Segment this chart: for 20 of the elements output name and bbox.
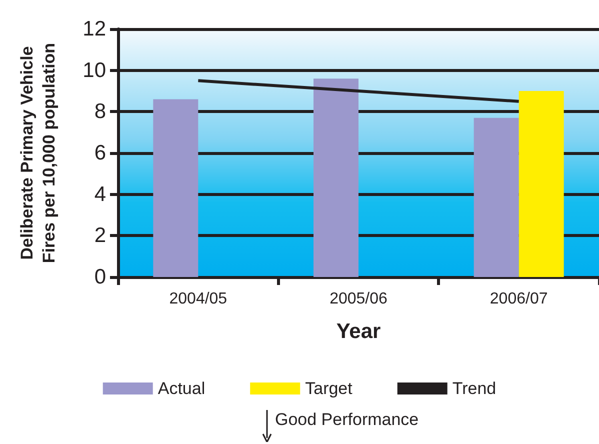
bar (518, 91, 564, 277)
x-tick-label: 2005/06 (330, 290, 388, 308)
y-tick-label: 6 (94, 142, 106, 164)
x-tick-label: 2004/05 (169, 290, 228, 308)
y-tick-label: 4 (94, 182, 106, 206)
x-tick-label: 2006/07 (490, 290, 548, 308)
bar (474, 118, 519, 277)
legend-label: Trend (452, 379, 496, 398)
y-tick-label: 10 (82, 58, 106, 82)
y-tick-label: 0 (94, 266, 106, 288)
legend-label: Target (305, 379, 353, 398)
text: Good Performance (275, 410, 419, 430)
bar (314, 78, 358, 277)
y-tick-label: 8 (94, 100, 106, 124)
y-axis-title: Deliberate Primary Vehicle Fires per 10,000 population (18, 42, 58, 264)
bar (153, 99, 198, 277)
y-tick-label: 12 (82, 18, 106, 40)
y-tick-label: 2 (94, 224, 106, 248)
legend-label: Actual (158, 379, 206, 398)
x-axis-title: Year (336, 320, 381, 343)
